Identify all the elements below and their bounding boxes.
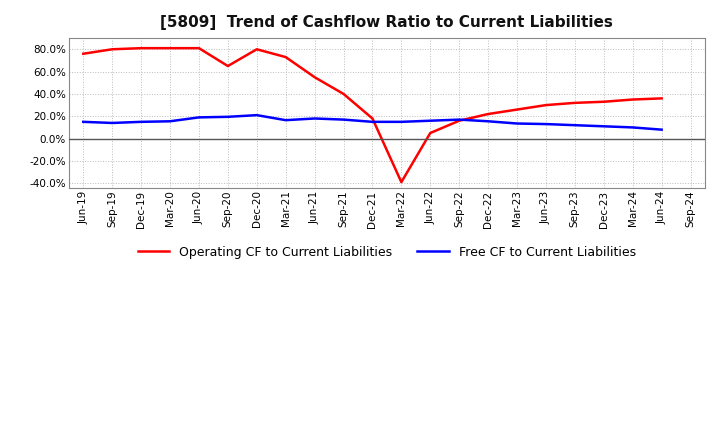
Operating CF to Current Liabilities	[79, 51, 88, 56]
Operating CF to Current Liabilities	[253, 47, 261, 52]
Operating CF to Current Liabilities	[137, 45, 145, 51]
Operating CF to Current Liabilities	[629, 97, 637, 102]
Free CF to Current Liabilities	[339, 117, 348, 122]
Free CF to Current Liabilities	[137, 119, 145, 125]
Operating CF to Current Liabilities	[541, 103, 550, 108]
Free CF to Current Liabilities	[108, 120, 117, 125]
Free CF to Current Liabilities	[397, 119, 405, 125]
Line: Free CF to Current Liabilities: Free CF to Current Liabilities	[84, 115, 662, 130]
Free CF to Current Liabilities	[310, 116, 319, 121]
Operating CF to Current Liabilities	[397, 180, 405, 185]
Free CF to Current Liabilities	[657, 127, 666, 132]
Free CF to Current Liabilities	[368, 119, 377, 125]
Operating CF to Current Liabilities	[166, 45, 174, 51]
Line: Operating CF to Current Liabilities: Operating CF to Current Liabilities	[84, 48, 662, 182]
Operating CF to Current Liabilities	[513, 107, 521, 112]
Free CF to Current Liabilities	[166, 119, 174, 124]
Free CF to Current Liabilities	[223, 114, 232, 119]
Free CF to Current Liabilities	[455, 117, 464, 122]
Free CF to Current Liabilities	[426, 118, 435, 123]
Operating CF to Current Liabilities	[310, 74, 319, 80]
Legend: Operating CF to Current Liabilities, Free CF to Current Liabilities: Operating CF to Current Liabilities, Fre…	[133, 241, 641, 264]
Title: [5809]  Trend of Cashflow Ratio to Current Liabilities: [5809] Trend of Cashflow Ratio to Curren…	[161, 15, 613, 30]
Operating CF to Current Liabilities	[108, 47, 117, 52]
Free CF to Current Liabilities	[600, 124, 608, 129]
Operating CF to Current Liabilities	[657, 96, 666, 101]
Operating CF to Current Liabilities	[282, 55, 290, 60]
Operating CF to Current Liabilities	[484, 111, 492, 117]
Free CF to Current Liabilities	[570, 123, 579, 128]
Operating CF to Current Liabilities	[600, 99, 608, 104]
Free CF to Current Liabilities	[253, 113, 261, 118]
Free CF to Current Liabilities	[282, 117, 290, 123]
Operating CF to Current Liabilities	[570, 100, 579, 106]
Free CF to Current Liabilities	[541, 121, 550, 127]
Free CF to Current Liabilities	[484, 119, 492, 124]
Operating CF to Current Liabilities	[223, 63, 232, 69]
Free CF to Current Liabilities	[79, 119, 88, 125]
Free CF to Current Liabilities	[629, 125, 637, 130]
Free CF to Current Liabilities	[194, 115, 203, 120]
Free CF to Current Liabilities	[513, 121, 521, 126]
Operating CF to Current Liabilities	[368, 116, 377, 121]
Operating CF to Current Liabilities	[339, 91, 348, 96]
Operating CF to Current Liabilities	[426, 130, 435, 136]
Operating CF to Current Liabilities	[455, 118, 464, 123]
Operating CF to Current Liabilities	[194, 45, 203, 51]
